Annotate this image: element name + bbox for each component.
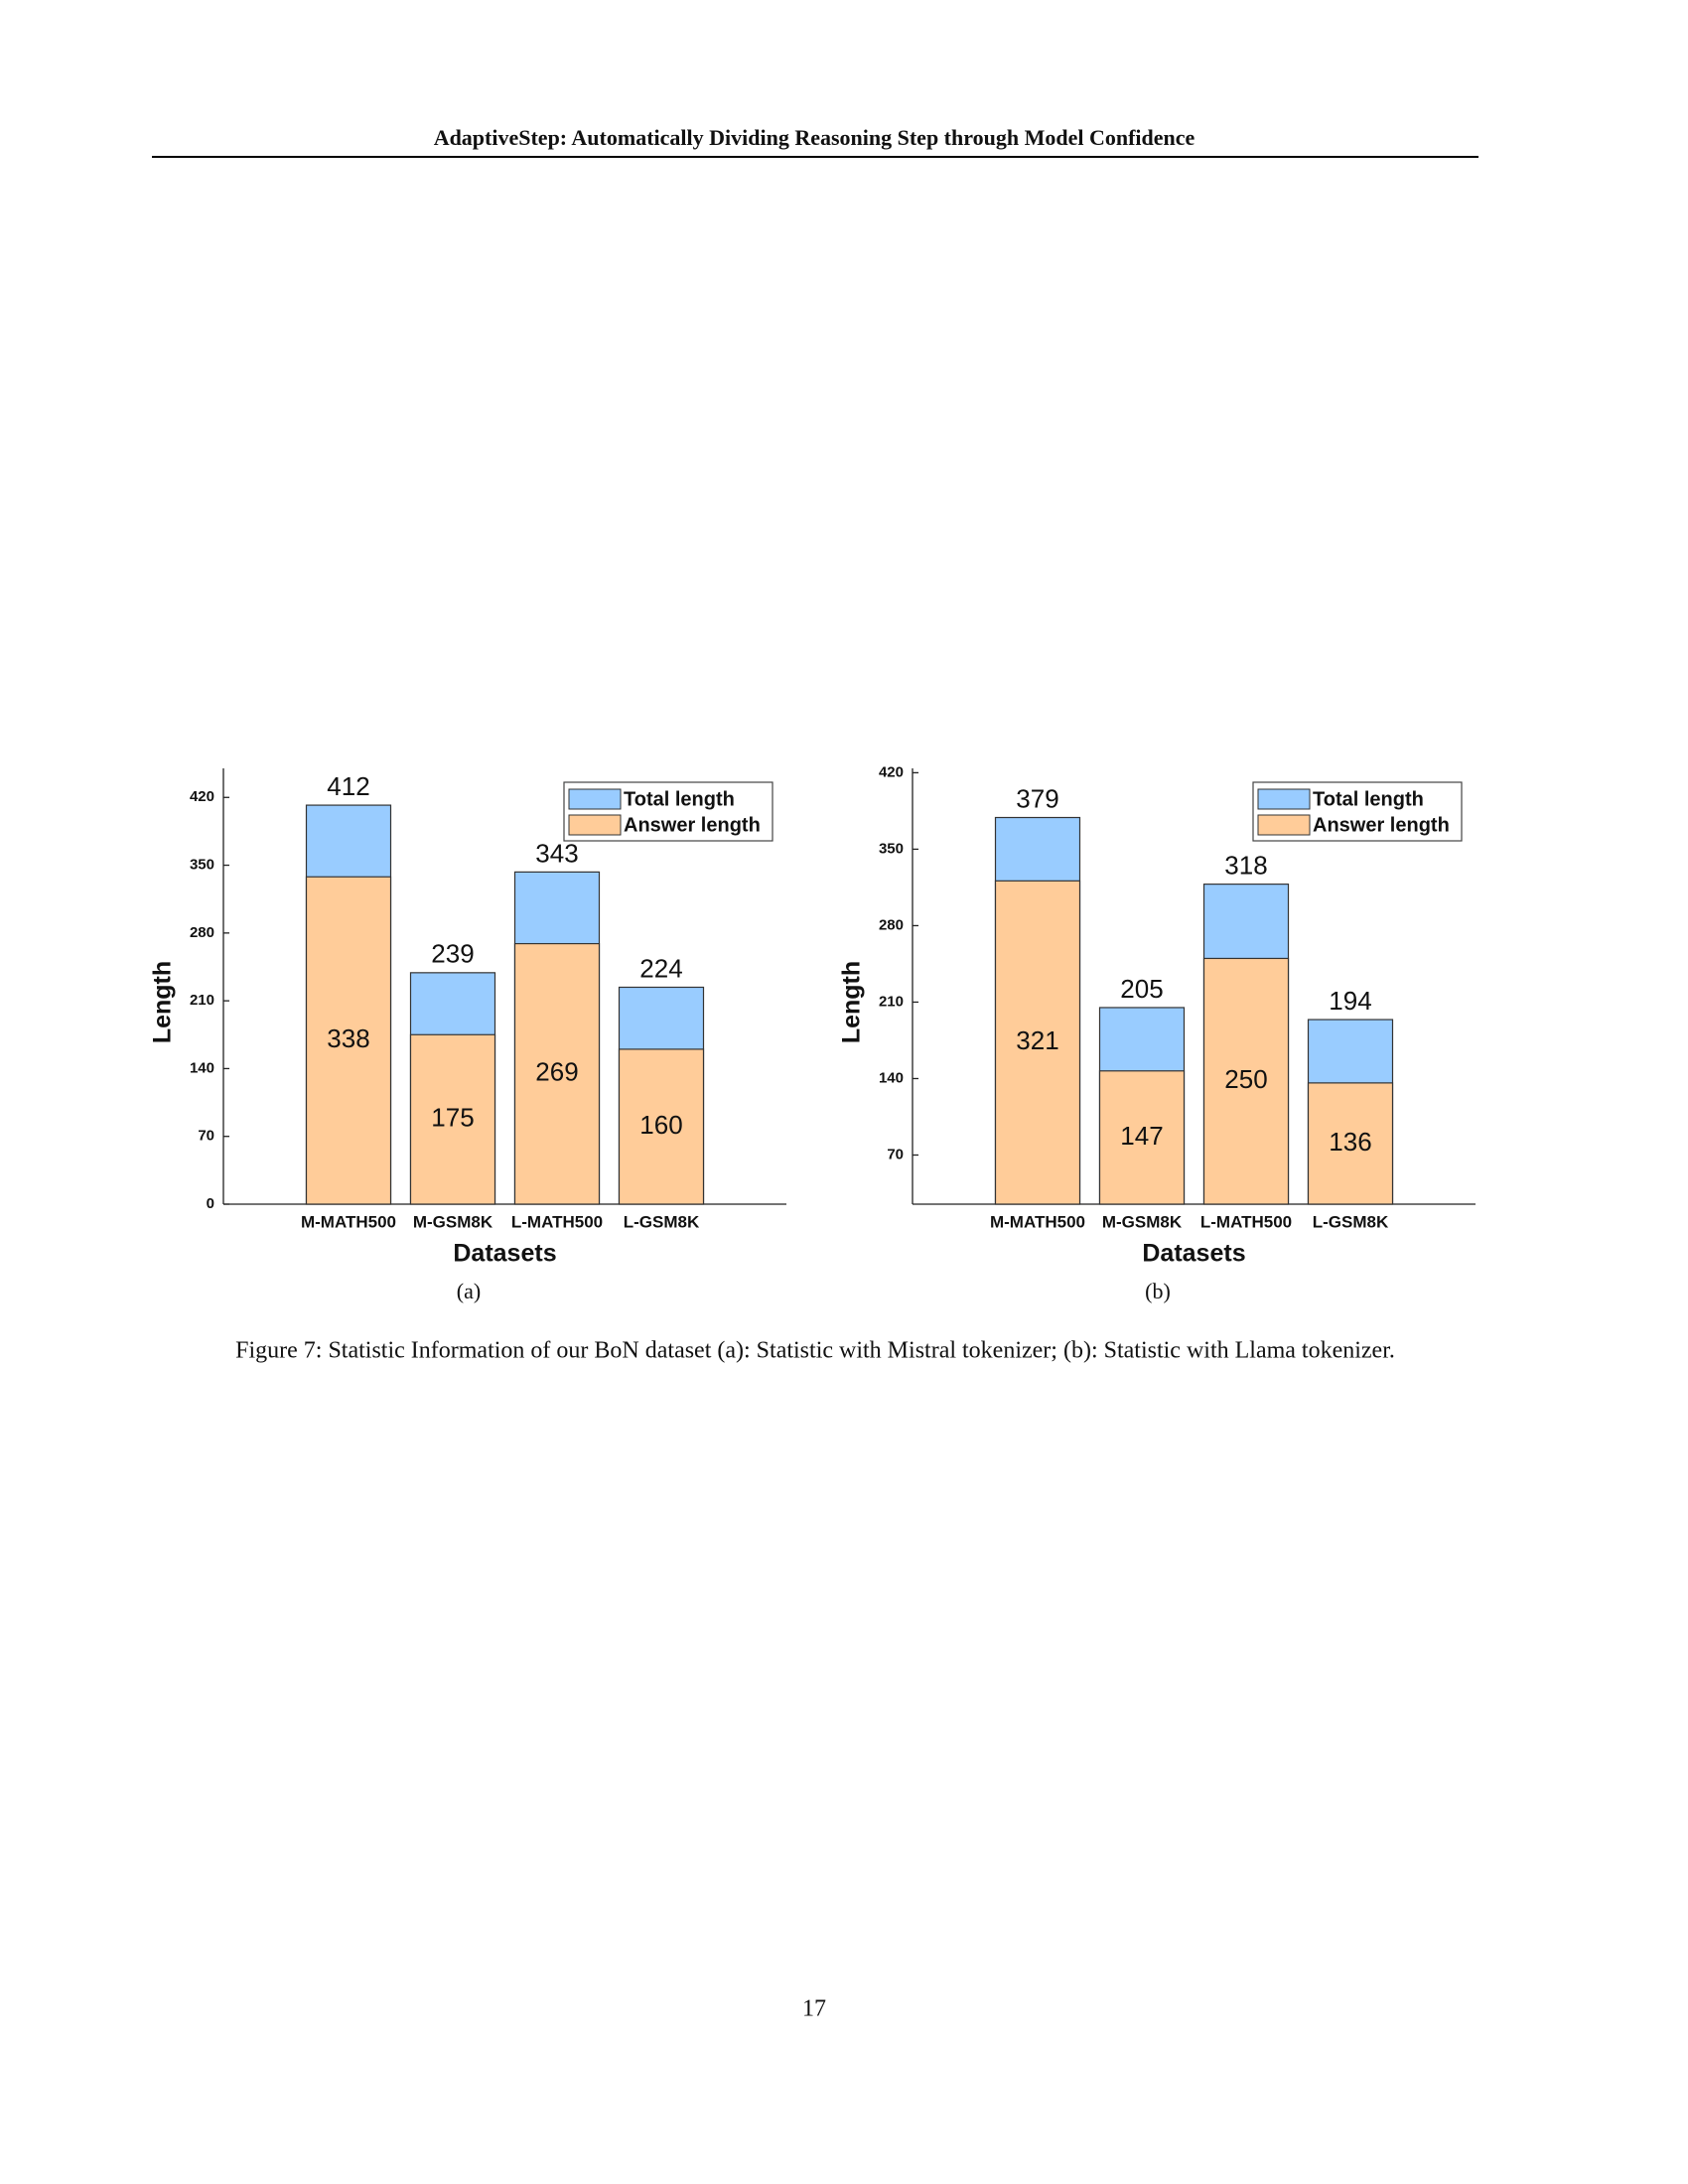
bar — [1202, 957, 1290, 1205]
x-tick-label: L-MATH500 — [1200, 1212, 1292, 1231]
data-label: 250 — [1224, 1064, 1267, 1094]
x-tick-label: M-MATH500 — [990, 1212, 1085, 1231]
legend-label: Answer length — [624, 814, 761, 836]
y-axis-label: Length — [838, 961, 866, 1043]
y-tick-label: 280 — [190, 924, 214, 941]
x-tick-label: M-GSM8K — [1102, 1212, 1183, 1231]
y-tick-label: 0 — [207, 1195, 214, 1212]
data-label: 205 — [1120, 974, 1163, 1004]
y-tick-label: 210 — [879, 993, 904, 1010]
y-tick-label: 70 — [887, 1146, 904, 1162]
data-label: 160 — [639, 1110, 682, 1140]
figure-caption: Figure 7: Statistic Information of our B… — [235, 1338, 1395, 1364]
legend-label: Answer length — [1313, 814, 1450, 836]
legend-label: Total length — [624, 788, 735, 810]
y-tick-label: 210 — [190, 992, 214, 1009]
legend-swatch — [1257, 788, 1311, 810]
data-label: 269 — [535, 1057, 578, 1087]
bar — [994, 880, 1081, 1205]
data-label: 175 — [431, 1103, 474, 1133]
bar — [618, 1048, 705, 1205]
data-label: 224 — [639, 953, 682, 983]
x-axis-label: Datasets — [453, 1240, 556, 1268]
page-number: 17 — [802, 1996, 826, 2022]
data-label: 412 — [327, 771, 369, 801]
x-tick-label: M-GSM8K — [413, 1212, 493, 1231]
data-label: 147 — [1120, 1121, 1163, 1151]
y-tick-label: 70 — [198, 1128, 214, 1145]
y-tick-label: 140 — [879, 1069, 904, 1086]
data-label: 321 — [1016, 1025, 1058, 1055]
legend-swatch — [568, 788, 622, 810]
x-axis-label: Datasets — [1142, 1240, 1245, 1268]
y-tick-label: 140 — [190, 1059, 214, 1076]
subcaption: (a) — [457, 1279, 481, 1303]
chart: 0 70 140 210 280 350 420 412 239 343 224 338 175 269 1… — [149, 768, 786, 1303]
data-label: 194 — [1329, 986, 1371, 1016]
running-header: AdaptiveStep: Automatically Dividing Rea… — [434, 125, 1196, 150]
chart: 70 140 210 280 350 420 379 205 318 194 321 147 250 13… — [838, 763, 1476, 1303]
legend-label: Total length — [1313, 788, 1424, 810]
y-tick-label: 280 — [879, 916, 904, 933]
bar — [1307, 1082, 1394, 1205]
bar — [513, 942, 601, 1205]
data-label: 379 — [1016, 783, 1058, 813]
x-tick-label: L-MATH500 — [511, 1212, 603, 1231]
bar — [1098, 1070, 1186, 1205]
data-label: 239 — [431, 939, 474, 969]
data-label: 343 — [535, 838, 578, 868]
data-label: 338 — [327, 1024, 369, 1053]
bar — [409, 1033, 496, 1205]
x-tick-label: M-MATH500 — [301, 1212, 396, 1231]
bar — [305, 876, 392, 1205]
y-tick-label: 350 — [879, 840, 904, 857]
subcaption: (b) — [1145, 1279, 1171, 1303]
data-label: 318 — [1224, 851, 1267, 881]
y-axis-label: Length — [149, 961, 177, 1043]
legend-swatch — [568, 814, 622, 836]
legend-swatch — [1257, 814, 1311, 836]
y-tick-label: 350 — [190, 857, 214, 874]
x-tick-label: L-GSM8K — [624, 1212, 700, 1231]
x-tick-label: L-GSM8K — [1313, 1212, 1389, 1231]
y-tick-label: 420 — [879, 763, 904, 780]
y-tick-label: 420 — [190, 788, 214, 805]
data-label: 136 — [1329, 1127, 1371, 1157]
